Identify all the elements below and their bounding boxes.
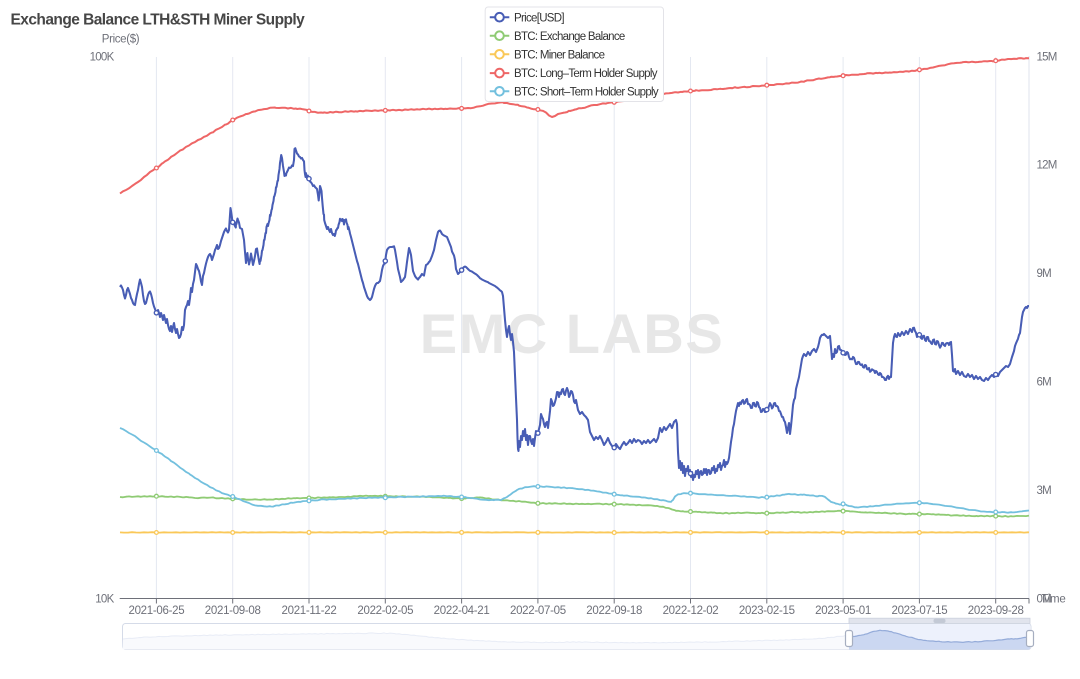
svg-text:2023-07-15: 2023-07-15	[891, 605, 947, 617]
svg-text:Exchange Balance LTH&STH Miner: Exchange Balance LTH&STH Miner Supply	[11, 12, 306, 29]
svg-text:2023-09-28: 2023-09-28	[968, 605, 1024, 617]
svg-text:15M: 15M	[1037, 51, 1057, 63]
svg-text:2022-09-18: 2022-09-18	[586, 605, 642, 617]
svg-text:BTC: Miner Balance: BTC: Miner Balance	[514, 49, 605, 61]
svg-text:9M: 9M	[1037, 268, 1052, 280]
svg-text:2022-12-02: 2022-12-02	[663, 605, 719, 617]
svg-text:100K: 100K	[90, 52, 115, 64]
svg-text:2021-06-25: 2021-06-25	[128, 605, 184, 617]
svg-text:BTC: Long–Term Holder Supply: BTC: Long–Term Holder Supply	[514, 68, 658, 80]
svg-text:2022-07-05: 2022-07-05	[510, 605, 566, 617]
svg-text:2021-11-22: 2021-11-22	[282, 605, 337, 617]
svg-text:EMC LABS: EMC LABS	[420, 302, 724, 365]
svg-text:12M: 12M	[1037, 160, 1057, 172]
svg-text:2023-02-15: 2023-02-15	[739, 605, 795, 617]
svg-text:Price[USD]: Price[USD]	[514, 12, 564, 24]
svg-text:BTC: Exchange Balance: BTC: Exchange Balance	[514, 31, 625, 43]
svg-text:Time: Time	[1042, 594, 1066, 606]
svg-text:2023-05-01: 2023-05-01	[815, 605, 871, 617]
svg-text:BTC: Short–Term Holder Supply: BTC: Short–Term Holder Supply	[514, 86, 659, 98]
svg-text:0M: 0M	[1037, 593, 1052, 605]
svg-text:2022-02-05: 2022-02-05	[357, 605, 413, 617]
svg-text:2022-04-21: 2022-04-21	[434, 605, 490, 617]
svg-text:2021-09-08: 2021-09-08	[205, 605, 261, 617]
svg-text:3M: 3M	[1037, 485, 1052, 497]
svg-text:10K: 10K	[95, 594, 114, 606]
svg-text:6M: 6M	[1037, 377, 1052, 389]
svg-text:Price($): Price($)	[102, 34, 140, 46]
